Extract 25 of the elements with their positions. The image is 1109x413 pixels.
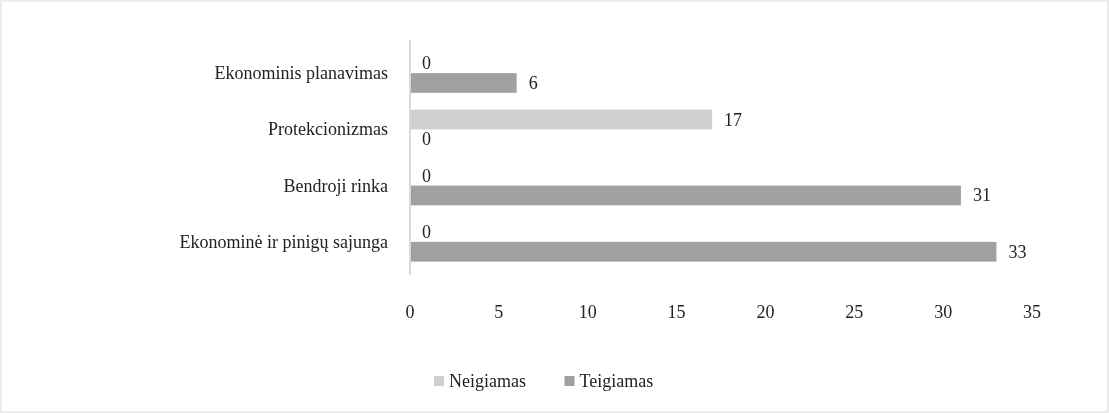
x-tick-label: 25 (845, 302, 864, 322)
y-tick-label: Protekcionizmas (268, 119, 388, 140)
data-label: 6 (528, 72, 538, 93)
data-label: 17 (724, 109, 743, 130)
legend-label: Teigiamas (579, 371, 654, 391)
bar (410, 73, 517, 93)
y-tick-label: Ekonominis planavimas (214, 63, 388, 84)
data-label: 31 (972, 185, 991, 206)
x-tick-label: 10 (578, 302, 597, 322)
bar (410, 185, 961, 206)
x-tick-label: 15 (667, 302, 686, 322)
legend-label: Neigiamas (449, 371, 526, 391)
bar (410, 241, 997, 262)
data-label: 0 (422, 129, 431, 150)
data-label: 0 (422, 53, 431, 74)
data-label: 33 (1008, 241, 1027, 262)
x-tick-label: 0 (405, 302, 415, 322)
y-tick-label: Ekonominė ir pinigų sajunga (179, 231, 389, 252)
data-label: 0 (422, 165, 431, 186)
x-tick-label: 30 (934, 302, 953, 322)
y-tick-label: Bendroji rinka (283, 175, 388, 196)
x-tick-label: 20 (756, 302, 775, 322)
x-tick-label: 5 (494, 302, 504, 322)
data-label: 0 (422, 222, 431, 243)
x-tick-label: 35 (1023, 302, 1041, 322)
